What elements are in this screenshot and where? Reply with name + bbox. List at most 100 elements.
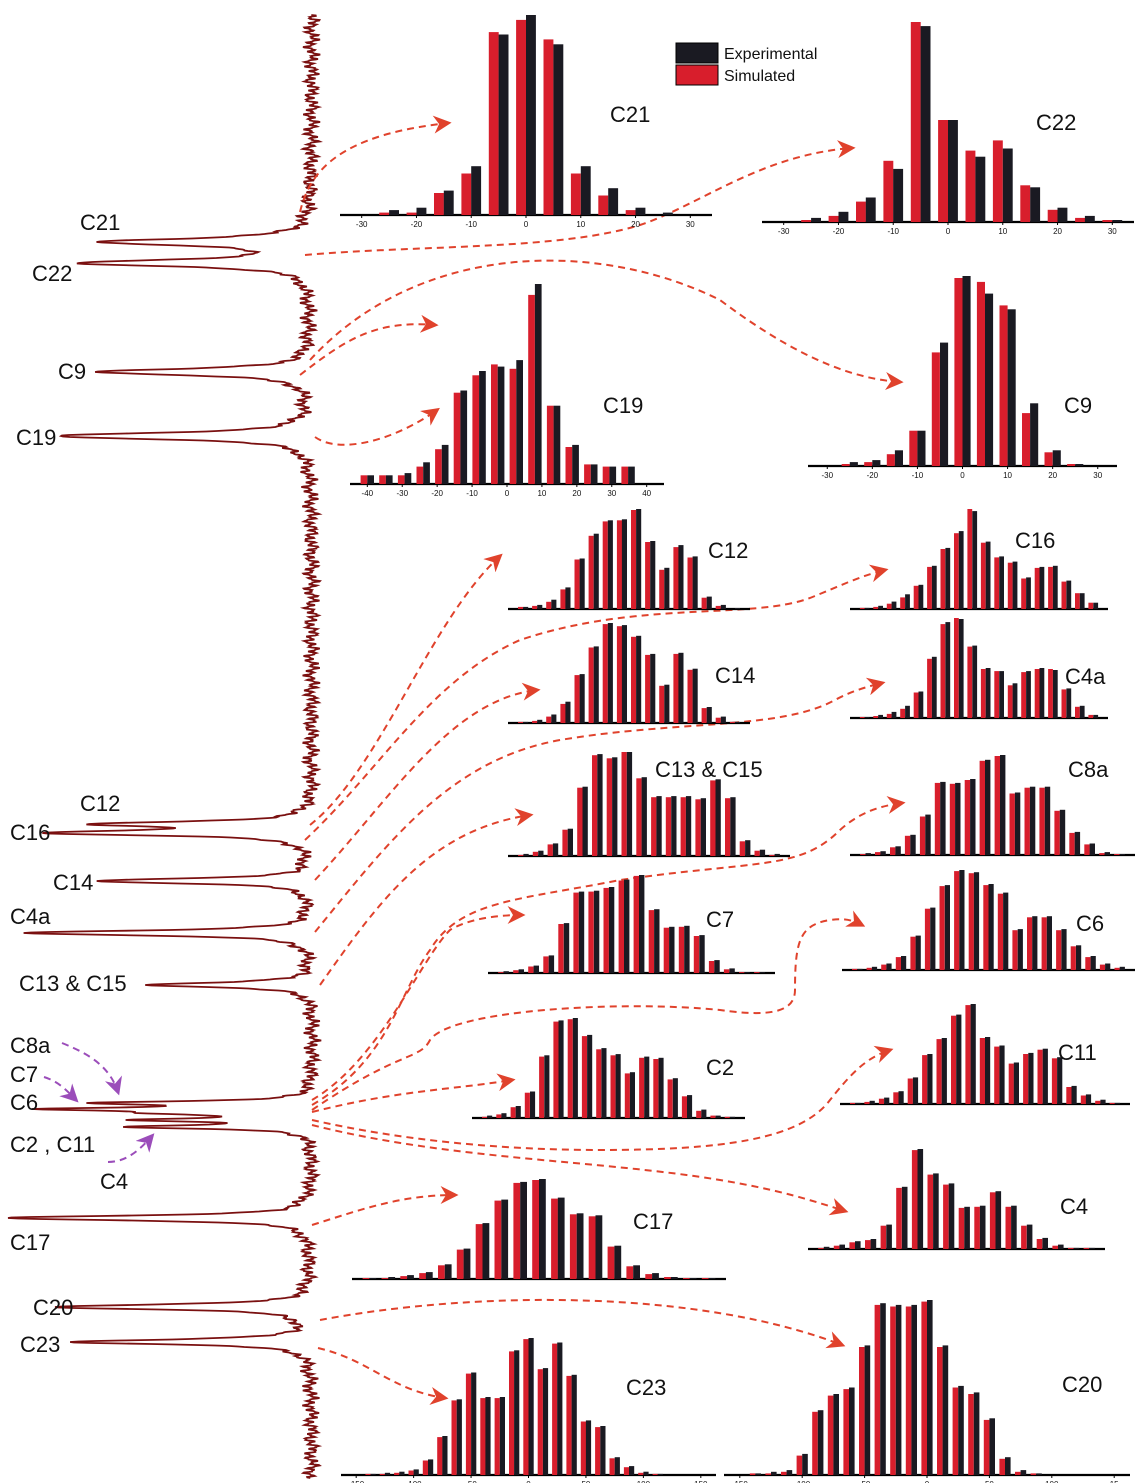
bar-experimental bbox=[1075, 464, 1084, 466]
bar-simulated bbox=[715, 605, 721, 609]
bar-simulated bbox=[408, 1470, 414, 1475]
bar-simulated bbox=[624, 1073, 630, 1118]
label-c8a: C8a bbox=[10, 1033, 51, 1058]
bar-simulated bbox=[1114, 854, 1120, 855]
chart-c23: -150 -100 -50 0 50 100 150 C23 bbox=[341, 1338, 716, 1483]
bar-simulated bbox=[524, 1092, 530, 1118]
bar-simulated bbox=[910, 22, 921, 222]
bar-experimental bbox=[370, 1473, 376, 1475]
bar-experimental bbox=[880, 1303, 886, 1475]
purple-arrow bbox=[43, 1076, 79, 1103]
bar-experimental bbox=[614, 1245, 622, 1279]
bar-experimental bbox=[590, 464, 598, 484]
bar-experimental bbox=[612, 757, 618, 856]
bar-experimental bbox=[706, 707, 712, 723]
bar-simulated bbox=[880, 1225, 887, 1249]
bar-simulated bbox=[663, 927, 670, 973]
bar-experimental bbox=[1057, 207, 1068, 222]
bar-simulated bbox=[566, 1375, 572, 1475]
mapping-arrow bbox=[311, 906, 526, 1101]
chart-title: C6 bbox=[1076, 911, 1104, 936]
bar-simulated bbox=[638, 1472, 644, 1475]
bar-simulated bbox=[1067, 464, 1076, 466]
chart-title: C4 bbox=[1060, 1194, 1088, 1219]
bar-experimental bbox=[520, 1181, 527, 1279]
mapping-arrow bbox=[314, 677, 886, 933]
bar-experimental bbox=[985, 759, 991, 855]
x-tick-label: -30 bbox=[821, 471, 833, 480]
bar-simulated bbox=[864, 1101, 870, 1104]
bar-experimental bbox=[927, 1054, 933, 1104]
bar-simulated bbox=[701, 1278, 709, 1279]
bar-experimental bbox=[720, 716, 726, 723]
bar-experimental bbox=[999, 671, 1004, 718]
bar-experimental bbox=[585, 1420, 592, 1475]
bar-experimental bbox=[385, 475, 393, 484]
mapping-arrow bbox=[299, 115, 452, 213]
x-tick-label: -30 bbox=[778, 227, 790, 236]
bar-experimental bbox=[593, 646, 599, 723]
bar-simulated bbox=[1023, 1054, 1029, 1104]
bar-simulated bbox=[394, 1472, 400, 1475]
bar-experimental bbox=[865, 197, 876, 222]
bar-simulated bbox=[909, 430, 918, 466]
bar-simulated bbox=[631, 510, 637, 609]
bar-experimental bbox=[671, 796, 677, 856]
label-c7: C7 bbox=[10, 1062, 38, 1087]
bar-experimental bbox=[1039, 566, 1045, 609]
x-tick-label: -20 bbox=[411, 220, 423, 229]
bar-simulated bbox=[1075, 593, 1080, 609]
x-tick-label: 30 bbox=[1108, 227, 1117, 236]
mapping-arrow bbox=[311, 1073, 516, 1113]
bar-simulated bbox=[588, 891, 594, 973]
bar-experimental bbox=[636, 509, 642, 609]
bar-experimental bbox=[639, 875, 645, 973]
bar-experimental bbox=[501, 1113, 507, 1118]
bar-simulated bbox=[999, 305, 1008, 466]
bar-simulated bbox=[532, 851, 539, 856]
bar-experimental bbox=[1074, 831, 1081, 855]
bar-simulated bbox=[919, 816, 926, 855]
bar-experimental bbox=[678, 652, 684, 723]
bar-simulated bbox=[1102, 220, 1113, 222]
bar-simulated bbox=[907, 1078, 913, 1104]
bar-experimental bbox=[855, 1241, 861, 1249]
bar-simulated bbox=[1095, 1100, 1101, 1104]
bar-simulated bbox=[701, 597, 707, 609]
bar-experimental bbox=[1026, 671, 1031, 718]
x-tick-label: -50 bbox=[859, 1480, 871, 1483]
bar-experimental bbox=[633, 1265, 640, 1279]
bar-simulated bbox=[873, 716, 879, 718]
bar-simulated bbox=[465, 1373, 472, 1475]
bar-experimental bbox=[1012, 683, 1018, 718]
bar-experimental bbox=[970, 1004, 976, 1104]
bar-experimental bbox=[839, 1244, 845, 1249]
chart-c19: -40 -30 -20 -10 0 10 20 30 40 C19 bbox=[350, 284, 664, 498]
bar-experimental bbox=[515, 1106, 521, 1118]
bar-experimental bbox=[533, 965, 539, 973]
bar-simulated bbox=[362, 1278, 370, 1279]
bar-experimental bbox=[1013, 1062, 1019, 1104]
bar-experimental bbox=[597, 754, 603, 856]
bar-experimental bbox=[579, 674, 585, 723]
bar-simulated bbox=[725, 798, 731, 856]
bar-experimental bbox=[942, 1345, 949, 1475]
chart-c22: -30 -20 -10 0 10 20 30 C22 bbox=[762, 22, 1134, 236]
bar-experimental bbox=[692, 556, 698, 609]
nmr-spectrum-trace bbox=[7, 14, 323, 1479]
bar-simulated bbox=[850, 1102, 856, 1104]
purple-arrow bbox=[107, 1133, 155, 1163]
bar-experimental bbox=[1014, 792, 1021, 855]
bar-simulated bbox=[543, 39, 554, 216]
bar-simulated bbox=[693, 936, 700, 973]
chart-title: C9 bbox=[1064, 393, 1092, 418]
bar-experimental bbox=[927, 1300, 933, 1475]
bar-simulated bbox=[1041, 917, 1047, 970]
bar-experimental bbox=[1093, 602, 1099, 609]
bar-simulated bbox=[546, 716, 552, 723]
bar-experimental bbox=[1089, 843, 1095, 855]
legend: Experimental Simulated bbox=[675, 42, 817, 86]
label-c12: C12 bbox=[80, 791, 120, 816]
bar-simulated bbox=[667, 1079, 673, 1118]
bar-experimental bbox=[917, 1149, 924, 1249]
